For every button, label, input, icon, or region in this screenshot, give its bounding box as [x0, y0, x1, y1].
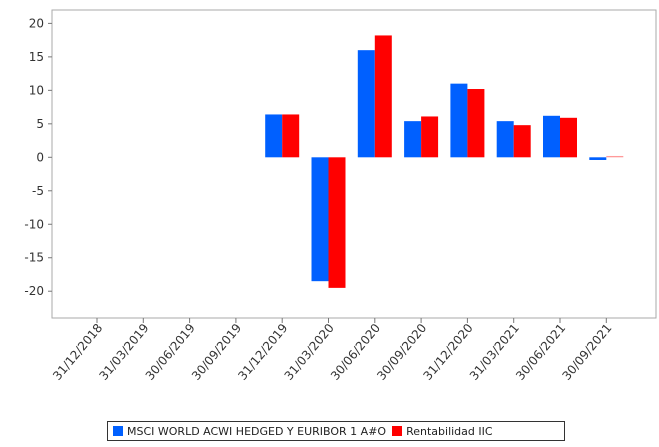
- bars: [265, 35, 624, 288]
- y-tick-label: 20: [29, 16, 44, 30]
- bar-msci: [311, 157, 329, 282]
- bar-msci: [265, 114, 283, 158]
- bar-msci: [543, 115, 560, 158]
- bar-iic: [560, 117, 577, 158]
- y-tick-label: -10: [24, 217, 44, 231]
- bar-msci: [450, 83, 468, 158]
- y-tick-label: -5: [32, 184, 44, 198]
- bar-iic: [282, 114, 300, 158]
- legend-entry-iic: Rentabilidad IIC: [392, 424, 493, 438]
- y-tick-label: -20: [24, 284, 44, 298]
- plot-area: [51, 9, 657, 319]
- y-tick-label: 0: [36, 150, 44, 164]
- legend-entry-msci: MSCI WORLD ACWI HEDGED Y EURIBOR 1 A#O: [113, 425, 386, 438]
- legend-label-msci: MSCI WORLD ACWI HEDGED Y EURIBOR 1 A#O: [127, 424, 387, 438]
- legend: MSCI WORLD ACWI HEDGED Y EURIBOR 1 A#O R…: [107, 421, 565, 441]
- bar-iic: [467, 89, 485, 158]
- y-tick-label: -15: [24, 251, 44, 265]
- bar-msci: [404, 121, 422, 158]
- legend-swatch-blue: [113, 426, 123, 436]
- y-tick-label: 10: [29, 83, 44, 97]
- y-tick-label: 5: [36, 117, 44, 131]
- bar-msci: [357, 50, 375, 158]
- bar-iic: [374, 35, 392, 158]
- y-axis: 20 15 10 5 0 -5 -10 -15 -20: [24, 16, 52, 298]
- legend-label-iic: Rentabilidad IIC: [406, 424, 493, 438]
- bar-iic: [513, 125, 531, 158]
- bar-msci: [496, 121, 514, 158]
- bar-msci: [589, 157, 607, 160]
- bar-iic: [421, 116, 439, 158]
- x-axis: 31/12/201831/03/201930/06/201930/09/2019…: [50, 318, 615, 383]
- legend-swatch-red: [392, 426, 403, 436]
- bar-iic: [328, 157, 346, 288]
- y-tick-label: 15: [29, 50, 44, 64]
- bar-iic: [606, 155, 624, 158]
